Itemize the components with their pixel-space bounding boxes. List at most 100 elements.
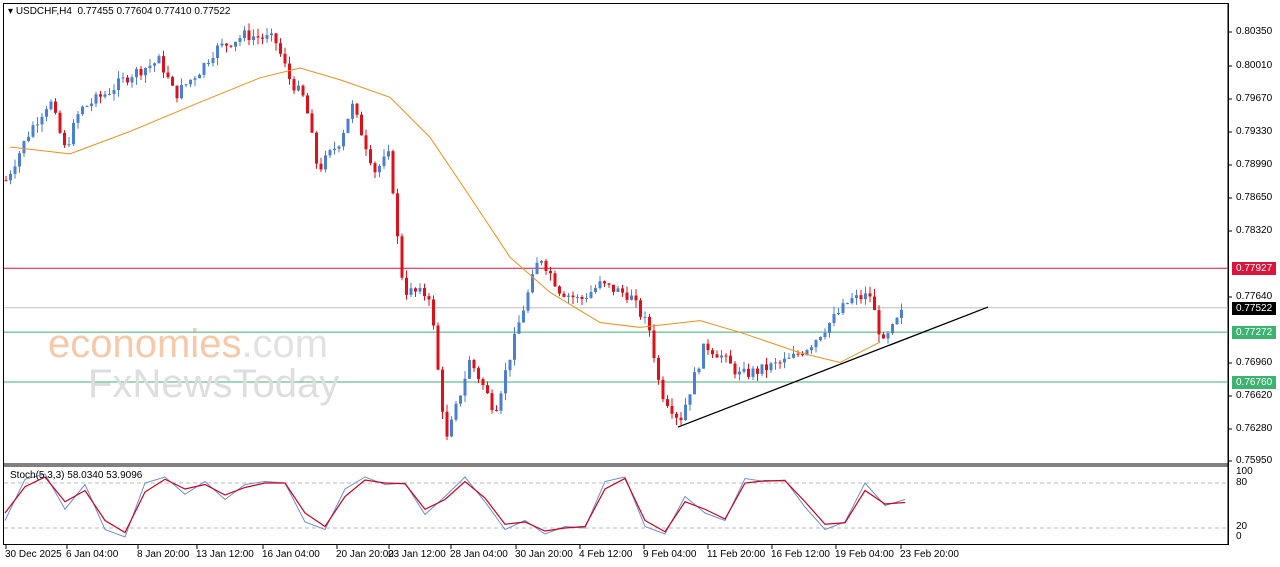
bear-candle xyxy=(607,283,611,285)
level-tag: 0.76760 xyxy=(1232,376,1276,390)
watermark-suffix: .com xyxy=(241,322,329,366)
bull-candle xyxy=(585,297,588,299)
bull-candle xyxy=(814,340,818,348)
bull-candle xyxy=(382,156,386,166)
bull-candle xyxy=(513,333,516,360)
close-value: 0.77522 xyxy=(194,6,231,17)
bull-candle xyxy=(769,363,773,371)
bull-candle xyxy=(598,281,602,289)
level-tag: 0.77522 xyxy=(1232,301,1276,315)
bear-candle xyxy=(859,295,863,300)
bull-candle xyxy=(193,78,197,80)
bear-candle xyxy=(882,334,885,339)
bull-candle xyxy=(630,295,633,300)
stoch-signal-line xyxy=(4,476,906,534)
bear-candle xyxy=(432,299,435,326)
bear-candle xyxy=(733,363,737,375)
low-value: 0.77410 xyxy=(155,6,192,17)
bull-candle xyxy=(450,419,453,437)
bear-candle xyxy=(391,151,395,194)
bear-candle xyxy=(261,37,264,39)
bull-candle xyxy=(180,84,183,99)
bear-candle xyxy=(544,260,548,271)
moving-average-line xyxy=(9,67,881,364)
bull-candle xyxy=(387,151,390,157)
bear-candle xyxy=(225,43,228,46)
bull-candle xyxy=(508,359,512,371)
time-axis-label: 8 Jan 20:00 xyxy=(137,549,190,560)
time-axis-label: 23 Feb 20:00 xyxy=(900,549,959,560)
bull-candle xyxy=(121,77,125,79)
bear-candle xyxy=(126,77,129,83)
bull-candle xyxy=(351,103,354,119)
bear-candle xyxy=(306,95,309,114)
bear-candle xyxy=(247,30,251,41)
price-axis-label: 0.76620 xyxy=(1236,390,1273,401)
dropdown-triangle-icon[interactable]: ▾ xyxy=(8,6,14,17)
price-axis-label: 0.76960 xyxy=(1236,357,1273,368)
bear-candle xyxy=(648,316,651,331)
bear-candle xyxy=(675,413,678,418)
time-axis-label: 19 Feb 04:00 xyxy=(835,549,894,560)
time-axis-label: 20 Jan 20:00 xyxy=(336,549,394,560)
open-value: 0.77455 xyxy=(77,6,114,17)
bull-candle xyxy=(846,303,849,305)
bull-candle xyxy=(72,122,75,145)
bull-candle xyxy=(103,94,107,97)
bull-candle xyxy=(90,103,93,107)
bear-candle xyxy=(355,103,359,115)
watermark-economies: economies.com xyxy=(48,322,328,367)
bear-candle xyxy=(54,101,57,113)
bear-candle xyxy=(639,300,642,317)
time-axis-label: 30 Jan 20:00 xyxy=(515,549,573,560)
bull-candle xyxy=(531,274,534,293)
bear-candle xyxy=(801,354,804,356)
price-axis-label: 0.78320 xyxy=(1236,225,1273,236)
stoch-label: Stoch(5,3,3) 58.0340 53.9096 xyxy=(10,470,143,481)
bull-candle xyxy=(36,124,39,126)
time-axis-label: 11 Feb 20:00 xyxy=(707,549,766,560)
bull-candle xyxy=(819,336,822,341)
bull-candle xyxy=(117,78,120,91)
bear-candle xyxy=(279,43,282,54)
bull-candle xyxy=(900,309,903,318)
price-axis-label: 0.80350 xyxy=(1236,26,1273,37)
bull-candle xyxy=(828,322,831,333)
bear-candle xyxy=(477,368,480,380)
bull-candle xyxy=(837,313,840,315)
bull-candle xyxy=(535,262,539,275)
bear-candle xyxy=(229,45,233,47)
bull-candle xyxy=(891,324,894,334)
bull-candle xyxy=(418,287,422,292)
bull-candle xyxy=(864,293,867,300)
bear-candle xyxy=(652,330,656,359)
time-axis-label: 16 Feb 12:00 xyxy=(771,549,830,560)
bull-candle xyxy=(684,404,687,421)
bear-candle xyxy=(603,281,606,284)
bull-candle xyxy=(463,378,467,396)
bull-candle xyxy=(787,357,791,359)
bull-candle xyxy=(49,101,53,110)
bear-candle xyxy=(288,63,291,80)
bull-candle xyxy=(693,372,696,395)
bull-candle xyxy=(234,41,237,47)
bear-candle xyxy=(747,368,750,377)
bull-candle xyxy=(454,403,458,420)
bull-candle xyxy=(526,292,530,311)
bull-candle xyxy=(81,106,84,115)
bear-candle xyxy=(256,36,260,38)
bull-candle xyxy=(855,295,858,299)
bear-candle xyxy=(441,369,444,412)
bear-candle xyxy=(436,325,440,370)
bear-candle xyxy=(63,132,66,146)
bull-candle xyxy=(144,68,147,76)
bear-candle xyxy=(427,296,431,300)
bull-candle xyxy=(148,65,152,69)
bull-candle xyxy=(328,150,332,156)
bull-candle xyxy=(886,333,890,339)
bear-candle xyxy=(621,288,624,293)
bear-candle xyxy=(310,113,314,133)
bear-candle xyxy=(4,180,8,182)
bear-candle xyxy=(283,53,287,64)
